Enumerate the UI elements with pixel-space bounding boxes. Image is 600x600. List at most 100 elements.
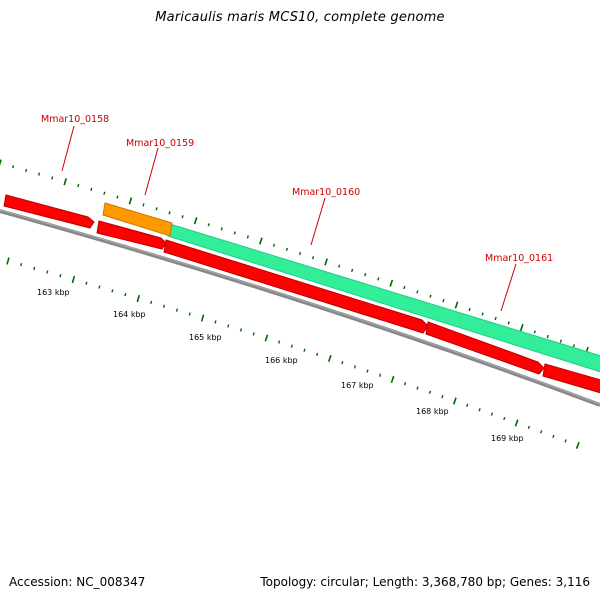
kbp-label-165: 165 kbp <box>189 333 222 342</box>
gene-label-mmar10-0158: Mmar10_0158 <box>41 114 109 125</box>
top-scale-tick <box>442 298 445 303</box>
bottom-scale-tick <box>390 375 395 384</box>
genome-backbone <box>0 209 600 407</box>
bottom-scale-tick <box>6 257 10 265</box>
top-scale-tick <box>285 247 289 252</box>
bottom-scale-tick <box>59 274 62 278</box>
bottom-scale-tick <box>327 354 332 363</box>
top-scale-tick <box>364 272 367 277</box>
bottom-scale-tick <box>403 382 407 386</box>
bottom-scale-tick <box>175 308 179 312</box>
cds-next[interactable] <box>542 363 600 394</box>
cds-mmar10-0159[interactable] <box>96 220 167 250</box>
top-scale-tick <box>116 195 119 199</box>
top-scale-tick <box>168 211 171 215</box>
top-scale-tick <box>233 231 236 235</box>
bottom-scale-tick <box>150 300 153 305</box>
cds-mmar10-0158[interactable] <box>3 194 95 229</box>
bottom-scale-tick <box>239 328 243 332</box>
top-scale-tick <box>351 268 354 273</box>
kbp-label-166: 166 kbp <box>265 356 298 365</box>
cds-mmar10-0161[interactable] <box>425 321 545 375</box>
kbp-label-164: 164 kbp <box>113 310 146 319</box>
top-scale-tick <box>193 217 198 225</box>
cds-mmar10-0160[interactable] <box>163 239 429 334</box>
bottom-scale-tick <box>366 369 369 373</box>
top-scale-tick <box>519 323 524 332</box>
top-scale-tick <box>546 334 549 339</box>
top-scale-tick <box>403 285 406 290</box>
top-scale-tick <box>25 168 28 173</box>
feature-orange[interactable] <box>102 202 173 237</box>
map-title: Maricaulis maris MCS10, complete genome <box>155 10 445 25</box>
accession-text: Accession: NC_008347 <box>9 575 146 589</box>
bottom-scale-tick <box>478 408 481 412</box>
leader-line-0161 <box>500 263 517 312</box>
top-scale-tick <box>389 279 394 287</box>
bottom-scale-tick <box>341 360 344 365</box>
bottom-scale-tick <box>490 412 494 416</box>
bottom-tick-scale <box>6 257 580 449</box>
bottom-scale-tick <box>227 324 230 328</box>
top-scale-tick <box>90 187 93 191</box>
bottom-scale-tick <box>539 430 543 434</box>
kbp-label-167: 167 kbp <box>341 381 374 390</box>
bottom-scale-tick <box>71 275 76 284</box>
top-scale-tick <box>416 290 419 294</box>
top-scale-tick <box>429 294 432 298</box>
bottom-scale-tick <box>564 439 567 443</box>
top-scale-tick <box>324 258 328 266</box>
bottom-scale-tick <box>111 289 114 293</box>
bottom-scale-tick <box>200 314 205 322</box>
top-scale-tick <box>246 235 249 239</box>
bottom-scale-tick <box>20 263 23 267</box>
bottom-scale-tick <box>527 425 531 430</box>
bottom-scale-tick <box>33 266 36 270</box>
bottom-scale-tick <box>136 294 141 303</box>
top-scale-tick <box>38 172 41 176</box>
genome-backbone-highlight <box>0 209 600 405</box>
top-scale-tick <box>494 316 497 321</box>
top-scale-tick <box>128 197 133 205</box>
top-scale-tick <box>507 321 510 325</box>
gene-label-mmar10-0160: Mmar10_0160 <box>292 187 360 198</box>
top-scale-tick <box>454 301 459 309</box>
top-scale-tick <box>377 277 380 281</box>
bottom-scale-tick <box>252 332 255 336</box>
bottom-scale-tick <box>514 419 519 427</box>
bottom-scale-tick <box>378 373 382 377</box>
top-scale-tick <box>51 176 54 180</box>
bottom-scale-tick <box>316 352 319 357</box>
bottom-scale-tick <box>98 285 101 289</box>
bottom-scale-tick <box>503 416 506 421</box>
feature-green[interactable] <box>167 223 600 373</box>
top-scale-tick <box>533 330 536 334</box>
top-scale-tick <box>468 307 471 312</box>
top-scale-tick <box>155 207 158 211</box>
top-scale-tick <box>572 344 576 348</box>
bottom-scale-tick <box>290 344 293 348</box>
bottom-scale-tick <box>452 397 457 405</box>
top-scale-tick <box>272 243 276 247</box>
bottom-scale-tick <box>188 312 191 316</box>
leader-line-0159 <box>144 147 159 196</box>
bottom-scale-tick <box>278 340 281 344</box>
bottom-scale-tick <box>46 270 49 274</box>
bottom-scale-tick <box>214 320 217 324</box>
kbp-label-169: 169 kbp <box>491 434 524 443</box>
bottom-scale-tick <box>353 365 357 369</box>
top-scale-tick <box>220 227 223 231</box>
bottom-scale-tick <box>264 334 269 342</box>
top-scale-tick <box>63 178 67 186</box>
top-scale-tick <box>103 191 106 195</box>
kbp-label-163: 163 kbp <box>37 288 70 297</box>
genome-stats-text: Topology: circular; Length: 3,368,780 bp… <box>260 575 590 589</box>
top-scale-tick <box>77 183 80 188</box>
top-scale-tick <box>207 223 210 227</box>
top-scale-tick <box>298 251 302 256</box>
leader-line-0158 <box>61 125 75 172</box>
top-scale-tick <box>0 159 2 166</box>
kbp-label-168: 168 kbp <box>416 407 449 416</box>
bottom-scale-tick <box>85 281 88 285</box>
